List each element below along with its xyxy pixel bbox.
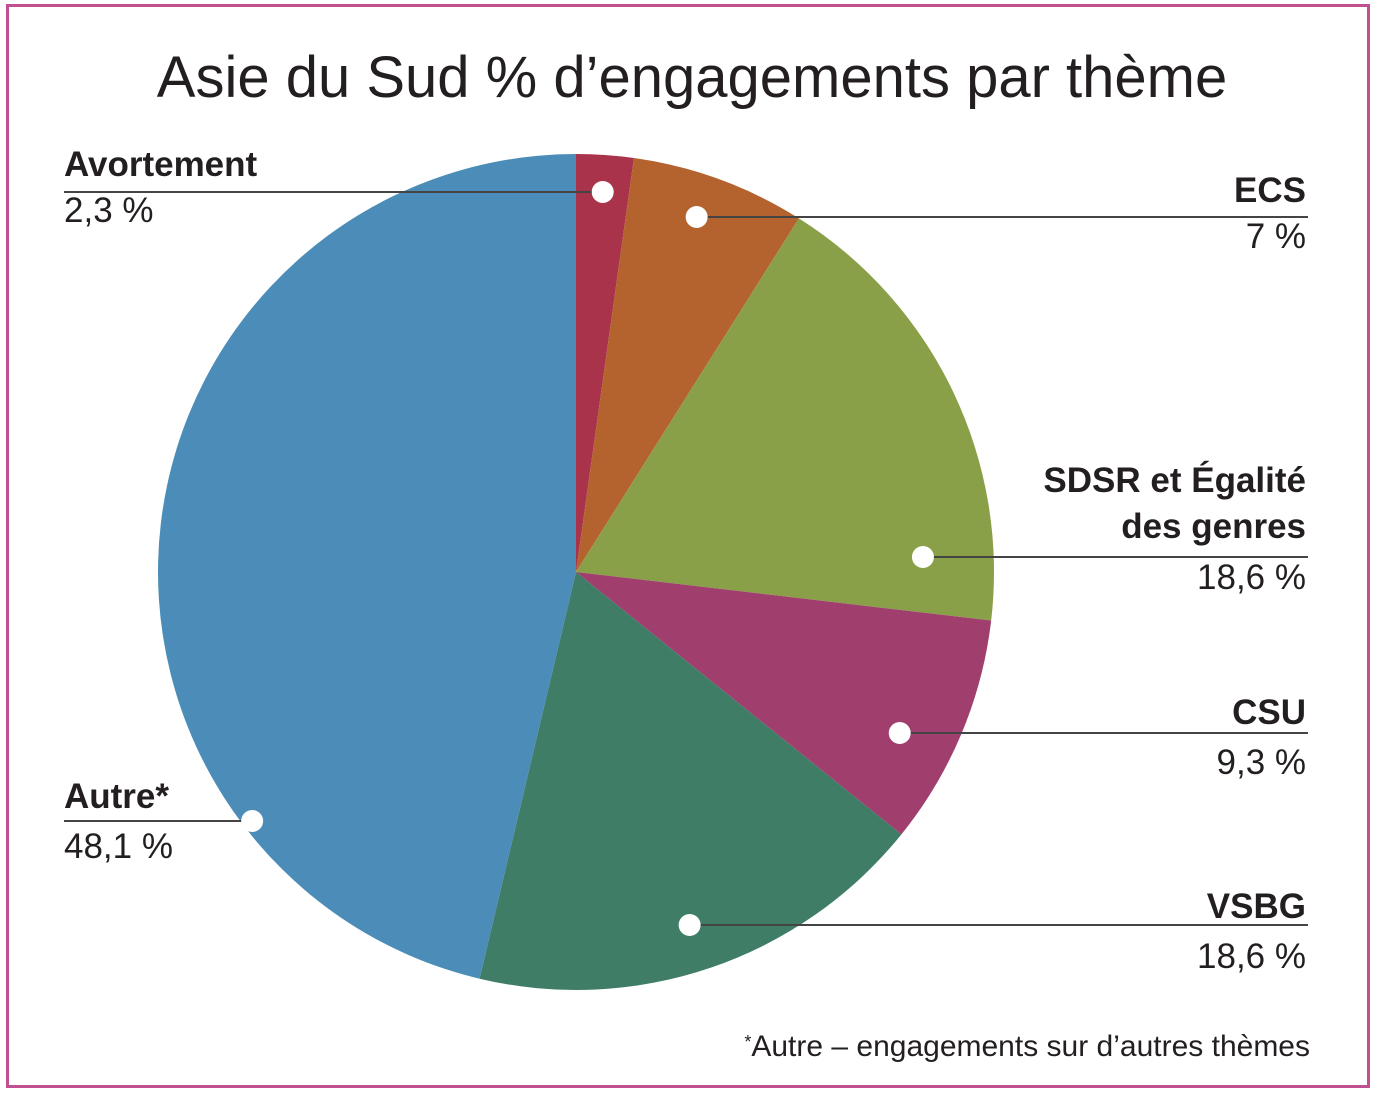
chart-frame xyxy=(6,4,1370,1088)
footnote: *Autre – engagements sur d’autres thèmes xyxy=(744,1030,1310,1064)
pie-slice-avortement xyxy=(576,154,634,572)
marker-dot-vsbg xyxy=(678,914,701,936)
label-csu-name: CSU xyxy=(1232,693,1306,732)
marker-dot-avortement xyxy=(591,181,614,203)
label-sdsr-name-line2: des genres xyxy=(1121,506,1306,546)
label-vsbg-name: VSBG xyxy=(1206,887,1306,926)
footnote-text: Autre – engagements sur d’autres thèmes xyxy=(751,1030,1310,1063)
marker-dot-csu xyxy=(888,722,911,744)
label-vsbg-value: 18,6 % xyxy=(1197,936,1306,976)
label-autre: Autre* 48,1 % xyxy=(64,774,173,869)
label-avortement: Avortement 2,3 % xyxy=(64,142,257,233)
label-csu: CSU 9,3 % xyxy=(1217,690,1307,785)
marker-dot-autre xyxy=(241,810,264,832)
label-vsbg: VSBG 18,6 % xyxy=(1197,884,1306,979)
label-ecs: ECS 7 % xyxy=(1234,168,1306,259)
pie-slice-ecs xyxy=(576,158,799,572)
label-autre-value: 48,1 % xyxy=(64,826,173,866)
footnote-mark: * xyxy=(744,1032,752,1052)
label-csu-value: 9,3 % xyxy=(1216,742,1307,782)
pie-slice-autre xyxy=(158,154,576,979)
pie-slice-sdsr xyxy=(576,218,994,621)
label-ecs-value: 7 % xyxy=(1245,216,1306,256)
label-sdsr-name-line1: SDSR et Égalité xyxy=(1043,461,1306,500)
pie-slice-csu xyxy=(576,572,992,835)
label-avortement-value: 2,3 % xyxy=(64,190,154,230)
label-sdsr: SDSR et Égalité des genres 18,6 % xyxy=(1043,458,1306,601)
label-autre-name: Autre* xyxy=(64,777,170,816)
chart-title: Asie du Sud % d’engagements par thème xyxy=(156,45,1228,110)
marker-dot-sdsr xyxy=(911,546,934,568)
pie-slice-vsbg xyxy=(479,572,902,990)
label-ecs-name: ECS xyxy=(1234,171,1306,210)
label-avortement-name: Avortement xyxy=(64,145,258,184)
label-sdsr-value: 18,6 % xyxy=(1197,558,1306,597)
marker-dot-ecs xyxy=(685,206,708,228)
